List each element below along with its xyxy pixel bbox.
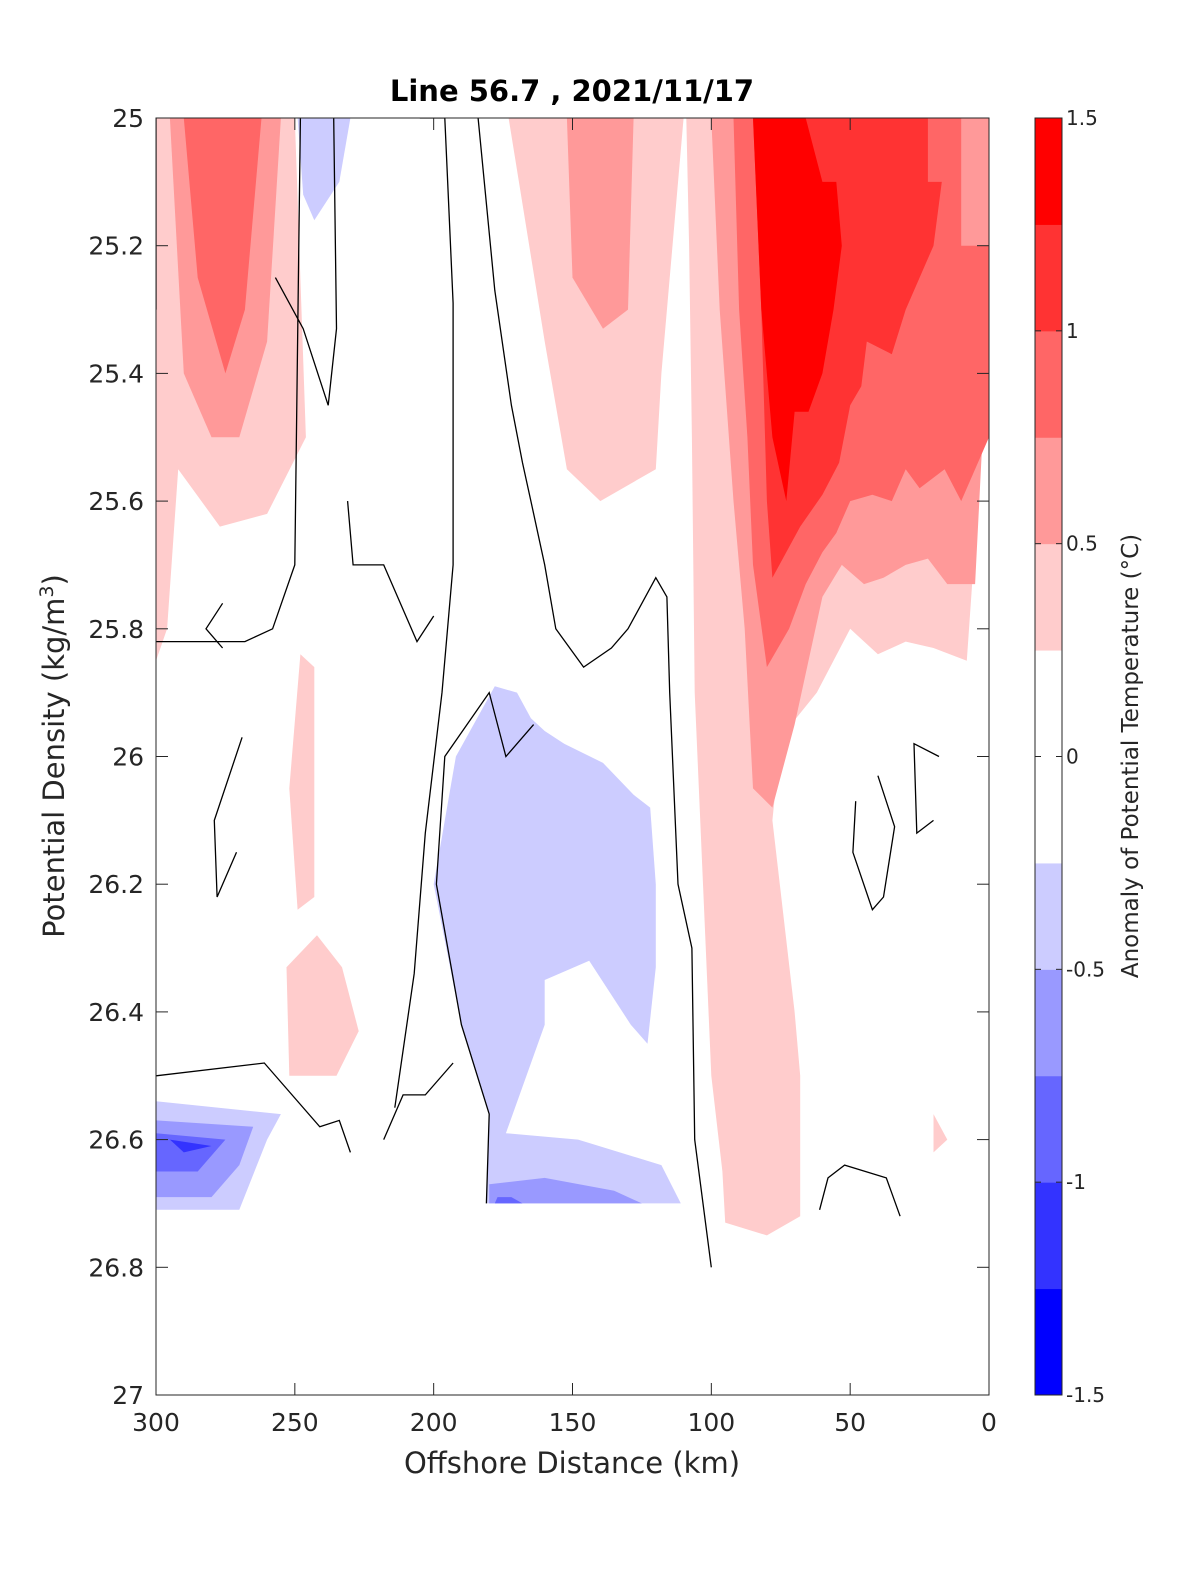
y-tick-label-9: 26.8: [88, 1253, 144, 1282]
colorbar-frame: [1034, 117, 1063, 1396]
colorbar-tick-label-1: 1: [1066, 319, 1079, 343]
y-tick-label-5: 26: [112, 743, 144, 772]
y-tick-label-4: 25.8: [88, 615, 144, 644]
y-axis-title: Potential Density (kg/m3): [36, 574, 71, 938]
chart-title: Line 56.7 , 2021/11/17: [390, 74, 754, 108]
contour-line-11: [818, 1164, 901, 1217]
contour-line-4: [435, 691, 535, 1204]
x-tick-label-6: 0: [981, 1408, 997, 1437]
colorbar-swatch-4: [1035, 862, 1062, 970]
contour-region-20: [753, 118, 842, 502]
colorbar-swatch-0: [1035, 1288, 1062, 1396]
colorbar-swatch-2: [1035, 1075, 1062, 1183]
colorbar-tick-label-0: 1.5: [1066, 106, 1098, 130]
x-tick-label-2: 200: [410, 1408, 458, 1437]
contour-region-2: [183, 118, 262, 374]
contour-line-1: [156, 118, 302, 643]
y-tick-label-3: 25.6: [88, 487, 144, 516]
colorbar-tick-label-6: -1.5: [1066, 1383, 1105, 1407]
y-tick-label-8: 26.6: [88, 1126, 144, 1155]
contour-region-4: [286, 935, 359, 1076]
colorbar-title: Anomaly of Potential Temperature (°C): [1118, 534, 1144, 978]
contour-region-7: [433, 686, 681, 1204]
colorbar-tick-label-5: -1: [1066, 1170, 1086, 1194]
colorbar-tick-label-4: -0.5: [1066, 957, 1105, 981]
x-tick-label-0: 300: [132, 1408, 180, 1437]
contour-line-8: [213, 737, 243, 898]
x-tick-label-1: 250: [271, 1408, 319, 1437]
colorbar-swatch-3: [1035, 969, 1062, 1077]
colorbar-swatch-6: [1035, 543, 1062, 651]
contour-region-12: [489, 1177, 642, 1204]
colorbar-tick-label-3: 0: [1066, 745, 1079, 769]
contour-line-5: [477, 118, 712, 1268]
contour-line-7: [205, 602, 224, 649]
x-tick-label-5: 50: [834, 1408, 866, 1437]
contour-region-11: [169, 1139, 212, 1153]
y-tick-label-10: 27: [112, 1381, 144, 1410]
colorbar-tick-label-2: 0.5: [1066, 532, 1098, 556]
y-tick-label-6: 26.2: [88, 870, 144, 899]
x-tick-label-4: 100: [687, 1408, 735, 1437]
y-axis-title-end: ): [37, 574, 71, 585]
contour-region-5: [933, 1114, 948, 1153]
axes: 300 250 200 150 100 50 0 25 25.2 25.4 25.6 25.8 26 26…: [88, 104, 997, 1437]
x-tick-label-3: 150: [549, 1408, 597, 1437]
y-tick-label-0: 25: [112, 104, 144, 133]
contour-line-2: [274, 118, 338, 406]
colorbar-swatch-8: [1035, 330, 1062, 438]
contour-line-3: [394, 118, 454, 1108]
y-tick-label-1: 25.2: [88, 232, 144, 261]
contour-fill-layer: [156, 118, 989, 1236]
colorbar-swatch-10: [1035, 118, 1062, 225]
x-axis-title: Offshore Distance (km): [404, 1446, 740, 1480]
y-axis-title-main: Potential Density (kg/m: [37, 598, 71, 938]
contour-line-6: [346, 501, 435, 643]
colorbar-swatch-9: [1035, 224, 1062, 332]
colorbar-swatch-7: [1035, 437, 1062, 545]
contour-line-layer: [156, 118, 940, 1268]
y-tick-label-7: 26.4: [88, 998, 144, 1027]
contour-line-9: [156, 1062, 352, 1153]
contour-region-15: [566, 118, 634, 329]
colorbar-swatch-1: [1035, 1182, 1062, 1290]
contour-line-10: [383, 1062, 454, 1140]
contour-line-12: [852, 775, 896, 911]
y-tick-label-2: 25.4: [88, 359, 144, 388]
contour-region-3: [289, 654, 315, 910]
contour-line-13: [913, 742, 940, 835]
contour-region-13: [494, 1197, 523, 1204]
y-axis-title-superscript: 3: [36, 585, 58, 597]
colorbar: 1.5 1 0.5 0 -0.5 -1 -1.5: [1035, 106, 1105, 1407]
contour-region-6: [297, 118, 351, 221]
